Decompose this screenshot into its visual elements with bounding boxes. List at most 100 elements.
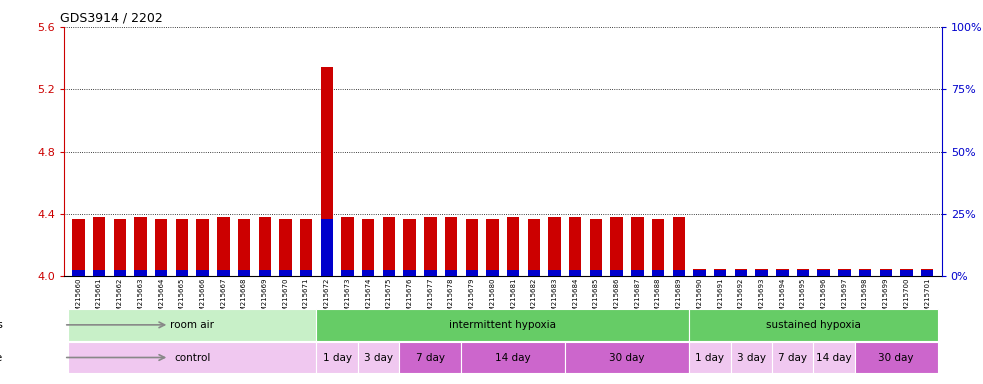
Bar bbox=[259, 217, 271, 276]
Bar bbox=[155, 219, 167, 276]
Bar bbox=[358, 342, 399, 373]
Bar bbox=[507, 217, 519, 276]
Bar bbox=[317, 309, 689, 341]
Bar bbox=[362, 219, 375, 276]
Bar bbox=[569, 217, 582, 276]
Bar bbox=[880, 269, 892, 276]
Bar bbox=[445, 270, 457, 276]
Text: 1 day: 1 day bbox=[695, 353, 724, 362]
Bar bbox=[855, 342, 938, 373]
Bar bbox=[320, 68, 333, 276]
Bar bbox=[300, 219, 313, 276]
Bar bbox=[610, 217, 623, 276]
Bar bbox=[197, 219, 208, 276]
Bar bbox=[714, 269, 726, 276]
Bar bbox=[487, 270, 498, 276]
Bar bbox=[714, 270, 726, 276]
Bar bbox=[693, 270, 706, 276]
Text: 14 day: 14 day bbox=[495, 353, 531, 362]
Bar bbox=[565, 342, 689, 373]
Bar bbox=[424, 217, 436, 276]
Bar bbox=[818, 270, 830, 276]
Bar bbox=[549, 270, 560, 276]
Text: time: time bbox=[0, 353, 3, 362]
Bar bbox=[445, 217, 457, 276]
Bar bbox=[777, 269, 788, 276]
Bar bbox=[238, 219, 251, 276]
Bar bbox=[320, 219, 333, 276]
Bar bbox=[279, 219, 292, 276]
Bar bbox=[652, 219, 665, 276]
Bar bbox=[461, 342, 565, 373]
Bar bbox=[466, 270, 478, 276]
Bar bbox=[672, 270, 685, 276]
Bar bbox=[135, 217, 146, 276]
Bar bbox=[466, 219, 478, 276]
Bar bbox=[797, 269, 809, 276]
Bar bbox=[403, 219, 416, 276]
Bar bbox=[114, 219, 126, 276]
Bar bbox=[68, 342, 317, 373]
Bar bbox=[382, 270, 395, 276]
Bar bbox=[652, 270, 665, 276]
Bar bbox=[300, 270, 313, 276]
Text: 7 day: 7 day bbox=[779, 353, 807, 362]
Bar bbox=[859, 269, 871, 276]
Bar bbox=[734, 270, 747, 276]
Bar bbox=[487, 219, 498, 276]
Bar bbox=[72, 219, 85, 276]
Bar bbox=[197, 270, 208, 276]
Bar bbox=[569, 270, 582, 276]
Text: GDS3914 / 2202: GDS3914 / 2202 bbox=[60, 11, 162, 24]
Bar bbox=[777, 270, 788, 276]
Bar bbox=[279, 270, 292, 276]
Bar bbox=[610, 270, 623, 276]
Bar bbox=[590, 270, 603, 276]
Bar bbox=[631, 217, 644, 276]
Bar bbox=[72, 270, 85, 276]
Bar bbox=[921, 270, 934, 276]
Bar bbox=[797, 270, 809, 276]
Text: 3 day: 3 day bbox=[364, 353, 393, 362]
Bar bbox=[341, 270, 354, 276]
Bar bbox=[590, 219, 603, 276]
Bar bbox=[772, 342, 813, 373]
Bar bbox=[217, 217, 229, 276]
Bar bbox=[341, 217, 354, 276]
Bar bbox=[859, 270, 871, 276]
Bar bbox=[838, 270, 850, 276]
Bar bbox=[217, 270, 229, 276]
Bar bbox=[689, 309, 938, 341]
Bar bbox=[755, 269, 768, 276]
Bar bbox=[734, 269, 747, 276]
Text: room air: room air bbox=[170, 320, 214, 330]
Bar bbox=[259, 270, 271, 276]
Bar bbox=[528, 270, 540, 276]
Text: ■: ■ bbox=[64, 383, 76, 384]
Bar bbox=[900, 269, 913, 276]
Bar bbox=[921, 269, 934, 276]
Bar bbox=[528, 219, 540, 276]
Bar bbox=[689, 342, 730, 373]
Text: stress: stress bbox=[0, 320, 3, 330]
Bar bbox=[672, 217, 685, 276]
Bar bbox=[880, 270, 892, 276]
Text: control: control bbox=[174, 353, 210, 362]
Bar bbox=[755, 270, 768, 276]
Bar bbox=[730, 342, 772, 373]
Text: 3 day: 3 day bbox=[736, 353, 766, 362]
Bar bbox=[176, 219, 188, 276]
Bar bbox=[631, 270, 644, 276]
Bar bbox=[238, 270, 251, 276]
Bar bbox=[818, 269, 830, 276]
Bar bbox=[399, 342, 461, 373]
Bar bbox=[424, 270, 436, 276]
Text: 30 day: 30 day bbox=[879, 353, 914, 362]
Bar bbox=[68, 309, 317, 341]
Bar bbox=[114, 270, 126, 276]
Bar bbox=[92, 217, 105, 276]
Text: 1 day: 1 day bbox=[322, 353, 352, 362]
Text: 30 day: 30 day bbox=[609, 353, 645, 362]
Bar bbox=[320, 270, 333, 276]
Text: 14 day: 14 day bbox=[816, 353, 852, 362]
